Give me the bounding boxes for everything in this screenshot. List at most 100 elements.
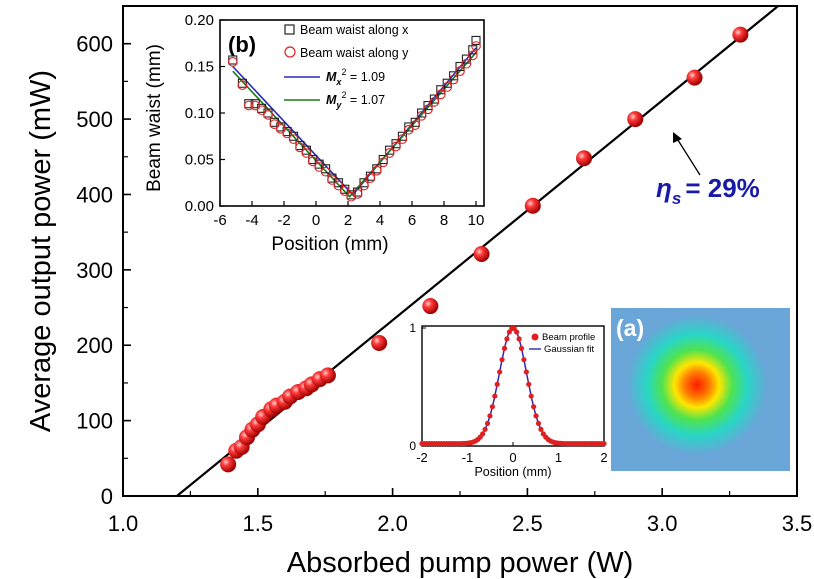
main-y-tick-label: 200: [76, 333, 113, 358]
inset-b-circle-point: [237, 80, 248, 90]
inset-b-circle-point: [423, 104, 433, 115]
inset-b-panel-label: (b): [228, 32, 256, 57]
inset-b-circle-point: [339, 186, 350, 196]
inset-profile: -2 -1 0 1 2 0 1 Position (mm) Beam profile Ga…: [409, 321, 607, 479]
inset-b-square-point: [397, 131, 407, 141]
inset-b-square-point: [289, 131, 299, 141]
inset-b-circle-point: [378, 157, 389, 168]
profile-data-point: [504, 336, 510, 342]
inset-b-x-tick-label: 8: [440, 212, 448, 229]
legend-x-label: Beam waist along x: [300, 23, 409, 37]
inset-b-square-point: [471, 35, 481, 46]
profile-data-point: [531, 404, 537, 410]
inset-b-circle-point: [269, 119, 280, 130]
profile-data-point: [521, 357, 527, 363]
main-x-tick-label: 3.5: [782, 511, 813, 536]
inset-b-circle-point: [243, 100, 254, 111]
main-data-point: [371, 334, 388, 351]
inset-b-circle-point: [227, 56, 238, 67]
inset-b-data-points: [227, 35, 481, 202]
inset-b-circle-point: [461, 58, 472, 69]
inset-b-circle-point: [397, 134, 408, 144]
main-y-tick-label: 600: [76, 32, 113, 57]
inset-b-circle-point: [352, 189, 363, 199]
profile-data-point: [528, 393, 534, 399]
inset-b-square-point: [314, 159, 324, 169]
profile-data-point: [523, 369, 529, 375]
eta-symbol: η: [656, 173, 672, 203]
efficiency-annotation: ηs = 29%: [656, 173, 760, 208]
profile-legend-beam: Beam profile: [542, 332, 595, 343]
main-data-points: [220, 26, 749, 473]
profile-data-points: [419, 325, 607, 447]
inset-b-circle-point: [295, 142, 305, 153]
inset-b-square-point: [429, 94, 439, 104]
profile-frame: [421, 325, 605, 447]
inset-b-circle-point: [410, 120, 421, 130]
inset-b: (b) -6 -4 -2 0 2 4 6 8 10 0.00 0.05 0.10 0.15 0.20 P…: [144, 12, 485, 255]
inset-b-circle-point: [467, 50, 478, 61]
inset-b-circle-point: [442, 82, 453, 92]
beam-image-panel: (a): [611, 308, 790, 471]
inset-b-y-tick-label: 0.15: [185, 59, 214, 76]
inset-b-y-tick-label: 0.00: [185, 198, 214, 215]
profile-y-tick-label: 0: [409, 439, 416, 453]
inset-b-circle-point: [288, 134, 299, 144]
profile-x-tick-label: 2: [600, 450, 607, 465]
profile-x-tick-label: -1: [462, 450, 474, 465]
profile-x-tick-label: 1: [555, 450, 562, 465]
inset-b-x-tick-label: 4: [376, 212, 384, 229]
main-x-tick-label: 1.0: [108, 511, 139, 536]
main-y-tick-label: 300: [76, 258, 113, 283]
inset-b-circle-point: [371, 165, 382, 176]
profile-legend-fit: Gaussian fit: [544, 344, 595, 355]
inset-b-circle-point: [416, 110, 427, 121]
profile-data-point: [514, 329, 520, 335]
inset-b-circle-point: [391, 141, 401, 152]
image-panel-label: (a): [616, 315, 644, 341]
main-data-point: [422, 298, 439, 315]
main-x-axis: 1.0 1.5 2.0 2.5 3.0 3.5: [108, 488, 813, 536]
inset-b-square-point: [301, 145, 311, 155]
inset-b-circle-point: [359, 180, 369, 191]
annotation-arrow: [675, 136, 701, 176]
legend-y-label: Beam waist along y: [300, 46, 409, 60]
main-data-point: [524, 197, 541, 214]
inset-b-square-point: [436, 85, 446, 95]
inset-b-square-point: [378, 154, 388, 165]
profile-x-tick-label: 0: [509, 450, 516, 465]
main-data-point: [627, 111, 644, 128]
legend-square-marker: [284, 24, 295, 35]
main-x-tick-label: 1.5: [243, 511, 274, 536]
inset-b-circle-point: [471, 41, 481, 51]
profile-data-point: [489, 404, 495, 410]
inset-b-x-tick-label: -6: [213, 212, 226, 229]
inset-b-y-tick-label: 0.20: [185, 12, 214, 29]
inset-b-circle-point: [346, 191, 357, 202]
main-y-tick-label: 400: [76, 182, 113, 207]
main-y-tick-label: 0: [101, 484, 113, 509]
profile-data-point: [497, 369, 503, 375]
profile-data-point: [533, 413, 539, 419]
inset-b-y-label: Beam waist (mm): [144, 44, 165, 192]
inset-b-x-tick-label: 6: [408, 212, 416, 229]
profile-y-tick-label: 1: [409, 321, 416, 335]
main-x-tick-label: 3.0: [647, 511, 678, 536]
inset-b-y-tick-label: 0.10: [185, 105, 214, 122]
main-x-tick-label: 2.0: [377, 511, 408, 536]
inset-b-square-point: [391, 139, 401, 149]
main-data-point: [686, 69, 703, 86]
main-data-point: [319, 367, 336, 384]
inset-b-x-label: Position (mm): [271, 234, 388, 255]
y-axis-label: Average output power (mW): [25, 70, 57, 432]
inset-b-square-point: [449, 71, 459, 81]
eta-subscript: s: [672, 189, 681, 208]
inset-b-square-point: [455, 61, 465, 72]
inset-b-fit-line: [232, 47, 477, 197]
inset-b-x-tick-label: -2: [277, 212, 290, 229]
inset-b-square-point: [321, 164, 331, 174]
profile-data-point: [499, 357, 505, 363]
annotation-arrowhead: [673, 132, 682, 143]
inset-b-x-tick-label: -4: [245, 212, 258, 229]
